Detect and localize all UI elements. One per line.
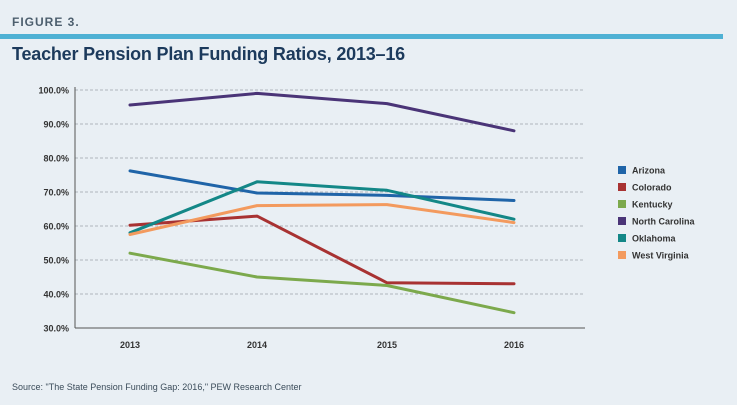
legend-swatch bbox=[618, 251, 626, 259]
legend-swatch bbox=[618, 183, 626, 191]
x-tick-label: 2014 bbox=[247, 340, 267, 350]
legend-label: West Virginia bbox=[632, 251, 690, 261]
series-line bbox=[128, 180, 516, 235]
header-rule bbox=[0, 34, 723, 39]
source-note: Source: "The State Pension Funding Gap: … bbox=[12, 382, 302, 392]
legend-swatch bbox=[618, 217, 626, 225]
series-line bbox=[128, 169, 516, 202]
x-tick-label: 2013 bbox=[120, 340, 140, 350]
y-tick-label: 80.0% bbox=[43, 154, 69, 164]
x-tick-label: 2015 bbox=[377, 340, 397, 350]
y-tick-label: 40.0% bbox=[43, 290, 69, 300]
series-line bbox=[128, 251, 516, 315]
series-line bbox=[128, 203, 516, 236]
legend-swatch bbox=[618, 234, 626, 242]
y-tick-label: 30.0% bbox=[43, 324, 69, 334]
chart-title: Teacher Pension Plan Funding Ratios, 201… bbox=[12, 44, 405, 64]
y-tick-label: 90.0% bbox=[43, 120, 69, 130]
legend-label: Oklahoma bbox=[632, 234, 677, 244]
y-tick-label: 70.0% bbox=[43, 188, 69, 198]
figure-label: FIGURE 3. bbox=[12, 15, 80, 29]
legend-swatch bbox=[618, 200, 626, 208]
legend-label: Arizona bbox=[632, 166, 666, 176]
legend-label: Colorado bbox=[632, 183, 672, 193]
y-tick-label: 60.0% bbox=[43, 222, 69, 232]
legend-swatch bbox=[618, 166, 626, 174]
x-tick-label: 2016 bbox=[504, 340, 524, 350]
series-line bbox=[128, 91, 516, 133]
y-tick-label: 50.0% bbox=[43, 256, 69, 266]
y-tick-label: 100.0% bbox=[38, 86, 69, 96]
legend-label: North Carolina bbox=[632, 217, 695, 227]
legend-label: Kentucky bbox=[632, 200, 673, 210]
